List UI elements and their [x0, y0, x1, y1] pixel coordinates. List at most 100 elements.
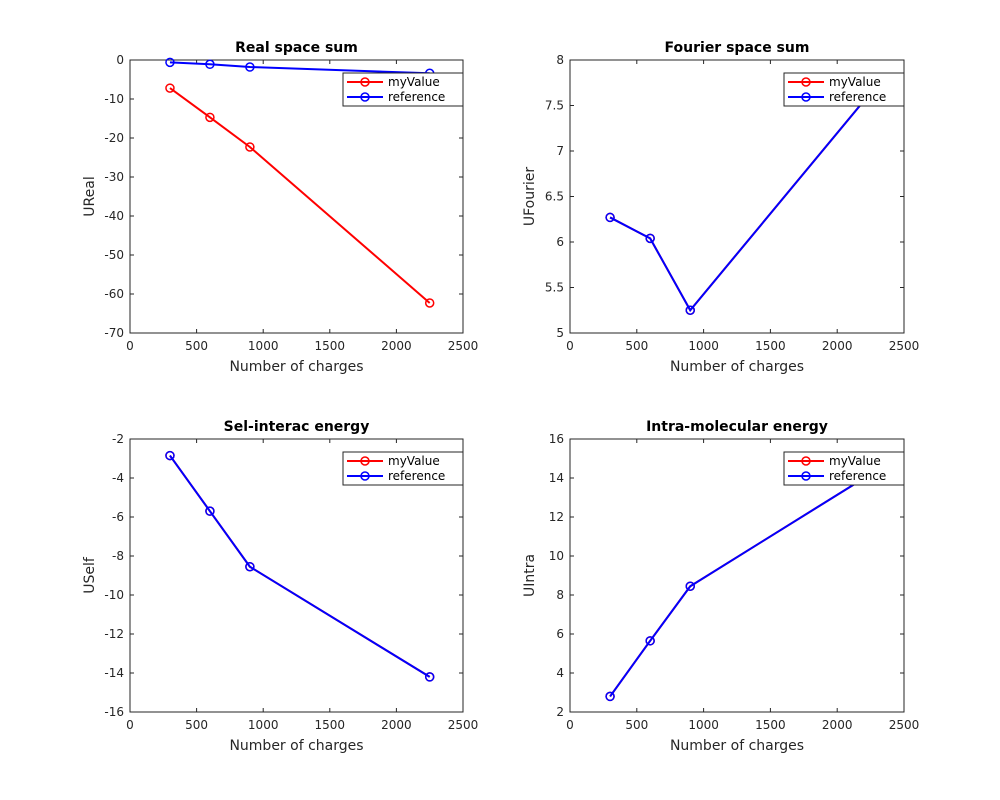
x-tick-label: 2500 — [889, 339, 920, 353]
legend-label-myValue: myValue — [388, 454, 440, 468]
chart-title: Real space sum — [235, 40, 358, 56]
legend-marker-reference — [360, 92, 370, 102]
y-tick-label: -50 — [104, 248, 124, 262]
legend-label-myValue: myValue — [829, 454, 881, 468]
data-point-reference — [205, 59, 215, 70]
x-tick-label: 2000 — [822, 718, 853, 732]
x-tick-label: 0 — [566, 339, 574, 353]
chart-panel-2: 0 500 1000 1500 2000 2500 5 5.5 6 6.5 7 7.5 8 Fourier… — [522, 40, 919, 375]
x-tick-label: 1000 — [248, 718, 279, 732]
data-point-reference — [165, 450, 175, 461]
data-point-reference — [645, 636, 655, 646]
y-tick-label: 8 — [556, 53, 564, 67]
x-tick-label: 1500 — [315, 339, 346, 353]
data-point-reference — [245, 62, 255, 72]
y-tick-label: 7.5 — [545, 99, 564, 113]
legend-label-reference: reference — [388, 469, 445, 483]
legend-label-reference: reference — [829, 90, 886, 104]
y-tick-label: 6 — [556, 627, 564, 641]
y-tick-label: 12 — [549, 510, 564, 524]
y-tick-label: -10 — [104, 588, 124, 602]
series-reference — [165, 450, 435, 682]
x-tick-label: 500 — [625, 339, 648, 353]
y-tick-label: 5 — [556, 326, 564, 340]
data-point-reference — [685, 305, 695, 315]
data-point-reference — [685, 581, 695, 591]
data-point-reference — [605, 691, 615, 702]
x-tick-label: 2000 — [822, 339, 853, 353]
data-point-myValue — [205, 112, 215, 123]
y-tick-label: 14 — [549, 471, 564, 485]
x-tick-label: 0 — [566, 718, 574, 732]
series-line-myValue — [169, 87, 431, 304]
y-axis-label: UFourier — [522, 167, 538, 226]
legend-marker-reference — [360, 471, 370, 481]
y-tick-label: 6.5 — [545, 190, 564, 204]
legend-label-reference: reference — [829, 469, 886, 483]
y-tick-label: -6 — [112, 510, 124, 524]
y-axis-label: UReal — [82, 176, 98, 216]
data-point-myValue — [424, 298, 435, 308]
y-tick-label: 4 — [556, 666, 564, 680]
chart-title: Sel-interac energy — [224, 419, 370, 435]
data-point-reference — [605, 212, 615, 223]
y-axis-label: UIntra — [522, 554, 538, 597]
y-tick-label: 2 — [556, 705, 564, 719]
x-tick-label: 0 — [126, 718, 134, 732]
x-tick-label: 0 — [126, 339, 134, 353]
series-line-reference — [169, 454, 431, 678]
chart-title: Fourier space sum — [665, 40, 810, 56]
y-tick-label: -8 — [112, 549, 124, 563]
x-tick-label: 2000 — [381, 718, 412, 732]
legend-marker-myValue — [360, 77, 370, 87]
x-tick-label: 500 — [185, 718, 208, 732]
y-tick-label: 6 — [556, 235, 564, 249]
legend-marker-myValue — [360, 456, 370, 466]
x-tick-label: 2000 — [381, 339, 412, 353]
x-tick-label: 500 — [625, 718, 648, 732]
x-tick-label: 1500 — [755, 339, 786, 353]
y-tick-label: -20 — [104, 131, 124, 145]
y-axis-label: USelf — [82, 556, 98, 594]
series-line-reference — [609, 92, 872, 313]
data-point-reference — [645, 233, 655, 244]
y-tick-label: -10 — [104, 92, 124, 106]
y-tick-label: -30 — [104, 170, 124, 184]
legend-marker-myValue — [801, 77, 811, 87]
y-tick-label: 8 — [556, 588, 564, 602]
x-axis-label: Number of charges — [670, 738, 804, 754]
chart-panel-1: 0 500 1000 1500 2000 2500 -70 -60 -50 -40 -30 -20 -1… — [82, 40, 478, 375]
x-tick-label: 2500 — [448, 718, 479, 732]
y-tick-label: -16 — [104, 705, 124, 719]
data-point-myValue — [165, 83, 175, 93]
data-point-reference — [205, 506, 215, 516]
data-point-reference — [424, 672, 435, 682]
data-point-reference — [245, 561, 255, 572]
data-point-reference — [165, 57, 175, 68]
y-tick-label: -40 — [104, 209, 124, 223]
chart-panel-3: 0 500 1000 1500 2000 2500 -16 -14 -12 -10 -8 -6 -4 -2… — [82, 419, 478, 754]
x-axis-label: Number of charges — [229, 738, 363, 754]
legend-marker-reference — [801, 471, 811, 481]
series-line-reference — [169, 61, 430, 75]
x-tick-label: 1000 — [688, 718, 719, 732]
legend-label-myValue: myValue — [388, 75, 440, 89]
y-tick-label: -4 — [112, 471, 124, 485]
y-tick-label: 5.5 — [545, 281, 564, 295]
y-tick-label: 16 — [549, 432, 564, 446]
y-tick-label: -70 — [104, 326, 124, 340]
x-axis-label: Number of charges — [229, 359, 363, 375]
y-tick-label: 0 — [116, 53, 124, 67]
legend-marker-reference — [801, 92, 811, 102]
x-axis-label: Number of charges — [670, 359, 804, 375]
chart-panel-4: 0 500 1000 1500 2000 2500 2 4 6 8 10 12 14 16 Intra-mo… — [522, 419, 919, 754]
x-tick-label: 2500 — [448, 339, 479, 353]
x-tick-label: 1000 — [688, 339, 719, 353]
series-myValue — [165, 83, 435, 308]
x-tick-label: 2500 — [889, 718, 920, 732]
